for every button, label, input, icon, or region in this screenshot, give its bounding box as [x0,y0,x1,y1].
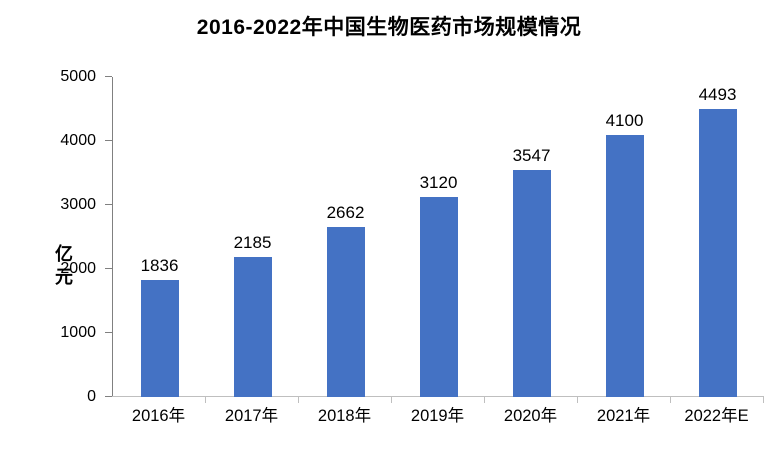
bar-value-label: 4493 [698,85,737,105]
bar-value-label: 4100 [605,110,644,130]
x-tick-label: 2017年 [224,407,279,425]
x-tick-mark [391,397,393,403]
x-tick-mark [763,397,765,403]
chart-title: 2016-2022年中国生物医药市场规模情况 [196,16,582,39]
bar-value-label: 3547 [512,146,551,165]
y-tick-label: 5000 [60,68,96,85]
y-tick-label: 3000 [60,196,96,213]
x-tick-label: 2022年E [684,407,749,425]
x-tick-mark [670,397,672,403]
bar-value-label: 3120 [419,173,458,193]
bar [605,134,644,397]
y-axis: 0 1000 2000 3000 4000 5000 [0,68,112,405]
y-tick-mark [105,140,112,142]
bar [140,279,179,397]
bar [698,109,737,397]
y-axis-title: 亿元 [55,244,73,287]
y-tick-label: 4000 [60,132,96,149]
bar [419,197,458,397]
bar-value-label: 2185 [233,233,272,253]
y-tick-label: 1000 [60,324,96,341]
x-tick-mark [484,397,486,403]
x-tick-mark [577,397,579,403]
bar-value-label: 2662 [326,202,365,222]
x-tick-label: 2018年 [317,407,372,425]
bar-value-label: 1836 [140,255,179,275]
x-tick-mark [205,397,207,403]
y-tick-mark [105,332,112,334]
x-tick-label: 2020年 [503,407,558,425]
y-tick-label: 2000 [60,260,96,277]
y-tick-mark [105,396,112,398]
y-tick-mark [105,268,112,270]
x-tick-label: 2021年 [596,407,651,425]
x-tick-mark [298,397,300,403]
y-tick-label: 0 [87,388,96,405]
x-tick-label: 2016年 [131,407,186,425]
plot-area: 1836 2185 2662 3120 3547 4100 4493 [111,77,765,403]
bar [512,170,551,397]
y-tick-mark [105,76,112,78]
bar [233,257,272,397]
y-tick-mark [105,204,112,206]
x-axis: 2016年 2017年 2018年 2019年 2020年 2021年 2022年E [112,406,763,432]
x-tick-label: 2019年 [410,407,465,425]
bar [326,226,365,397]
